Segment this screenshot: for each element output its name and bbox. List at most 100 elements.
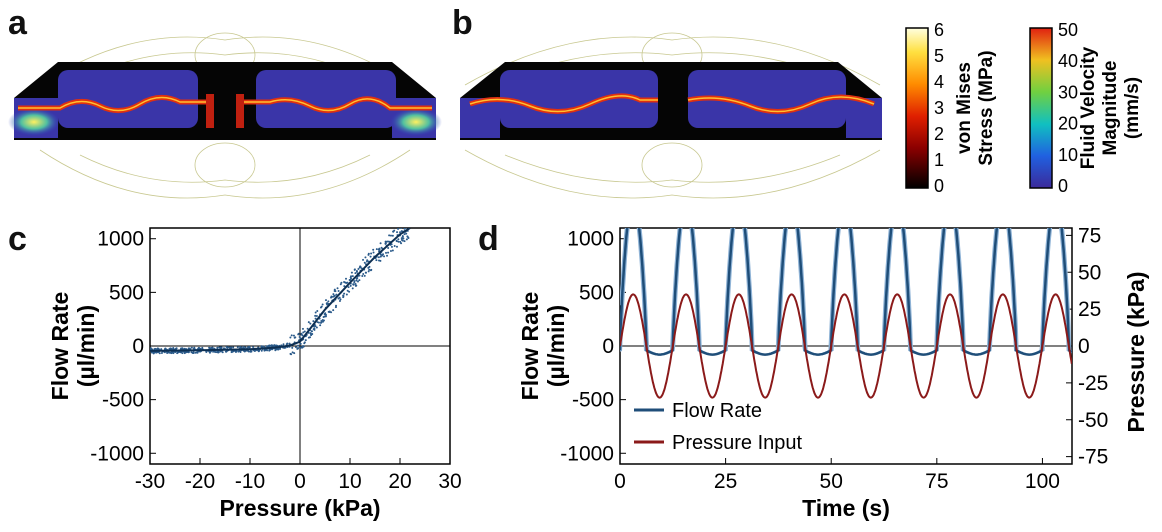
scatter-point	[297, 332, 300, 335]
scatter-point	[403, 228, 406, 230]
scatter-point	[307, 321, 310, 324]
scatter-point	[379, 242, 382, 245]
scatter-point	[385, 251, 388, 254]
scatter-point	[403, 233, 406, 236]
y-tick-label: 1000	[567, 228, 614, 251]
scatter-point	[215, 351, 218, 354]
scatter-point	[314, 325, 317, 328]
scatter-point	[302, 345, 305, 348]
scatter-points	[150, 220, 410, 356]
scatter-point	[387, 251, 390, 254]
colorbar-title: Fluid Velocity	[1078, 46, 1099, 169]
scatter-point	[288, 342, 291, 345]
scatter-point	[337, 289, 340, 292]
scatter-point	[345, 293, 348, 296]
scatter-point	[353, 280, 356, 283]
scatter-point	[343, 280, 346, 283]
scatter-point	[197, 346, 200, 349]
y2-tick-label: 75	[1078, 224, 1101, 247]
scatter-point	[181, 352, 184, 355]
colorbar-tick-label: 30	[1058, 82, 1078, 102]
scatter-point	[367, 270, 370, 273]
scatter-point	[236, 346, 239, 349]
scatter-point	[299, 346, 302, 349]
x-tick-label: 75	[925, 470, 948, 493]
scatter-point	[239, 351, 242, 354]
scatter-point	[336, 287, 339, 290]
scatter-point	[296, 347, 299, 350]
scatter-point	[299, 342, 302, 345]
scatter-point	[375, 259, 378, 262]
colorbar-tick-label: 6	[934, 20, 944, 40]
scatter-point	[322, 315, 325, 318]
scatter-point	[225, 346, 228, 349]
scatter-point	[316, 309, 319, 312]
x-tick-label: 20	[388, 470, 411, 493]
scatter-point	[306, 327, 309, 330]
scatter-point	[347, 286, 350, 289]
scatter-point	[406, 235, 409, 238]
scatter-point	[369, 255, 372, 258]
scatter-point	[221, 351, 224, 354]
scatter-point	[358, 274, 361, 277]
scatter-point	[192, 351, 195, 354]
scatter-point	[338, 296, 341, 299]
scatter-point	[249, 350, 252, 353]
colorbar-tick-label: 5	[934, 46, 944, 66]
y-axis-label: Flow Rate	[517, 292, 543, 401]
panel-letter-c: c	[8, 220, 27, 258]
scatter-point	[292, 334, 295, 337]
scatter-point	[321, 319, 324, 322]
scatter-point	[333, 294, 336, 297]
scatter-point	[150, 351, 153, 354]
scatter-point	[338, 300, 341, 303]
y-tick-label: 500	[579, 281, 614, 304]
scatter-point	[388, 234, 391, 237]
scatter-point	[357, 267, 360, 270]
scatter-point	[355, 270, 358, 273]
scatter-point	[219, 347, 222, 350]
scatter-point	[332, 293, 335, 296]
scatter-point	[399, 231, 402, 234]
scatter-point	[252, 346, 255, 349]
colorbar-tick-label: 50	[1058, 20, 1078, 40]
scatter-point	[349, 284, 352, 287]
scatter-point	[190, 351, 193, 354]
scatter-point	[263, 345, 266, 348]
chart-c: -30 -20 -10 0 10 20 30 1000 500 0 -500 -1000 Pressur…	[47, 220, 462, 521]
x-tick-label: -30	[135, 470, 165, 493]
scatter-point	[396, 231, 399, 234]
scatter-point	[163, 351, 166, 354]
colorbar-title: von Mises	[954, 62, 975, 154]
scatter-point	[400, 237, 403, 240]
scatter-point	[387, 247, 390, 250]
colorbar-tick-label: 0	[934, 176, 944, 196]
scatter-point	[230, 350, 233, 353]
scatter-point	[385, 240, 388, 243]
scatter-point	[320, 321, 323, 324]
scatter-point	[168, 351, 171, 354]
scatter-point	[395, 245, 398, 248]
scatter-point	[365, 260, 368, 263]
y2-tick-label: -50	[1078, 409, 1108, 432]
scatter-point	[276, 344, 279, 347]
scatter-point	[397, 228, 400, 230]
y-tick-label: 0	[602, 335, 614, 358]
scatter-point	[378, 259, 381, 262]
scatter-point	[407, 220, 409, 222]
scatter-point	[276, 348, 279, 351]
scatter-point	[400, 238, 403, 241]
flow-rate-line	[620, 228, 1072, 356]
scatter-point	[186, 350, 189, 353]
x-tick-label: 0	[614, 470, 626, 493]
fit-line	[150, 228, 411, 352]
scatter-point	[319, 306, 322, 309]
scatter-point	[301, 327, 304, 330]
scatter-point	[303, 330, 306, 333]
scatter-point	[160, 352, 163, 355]
scatter-point	[201, 346, 204, 349]
scatter-point	[380, 246, 383, 249]
colorbar-tick-label: 10	[1058, 145, 1078, 165]
